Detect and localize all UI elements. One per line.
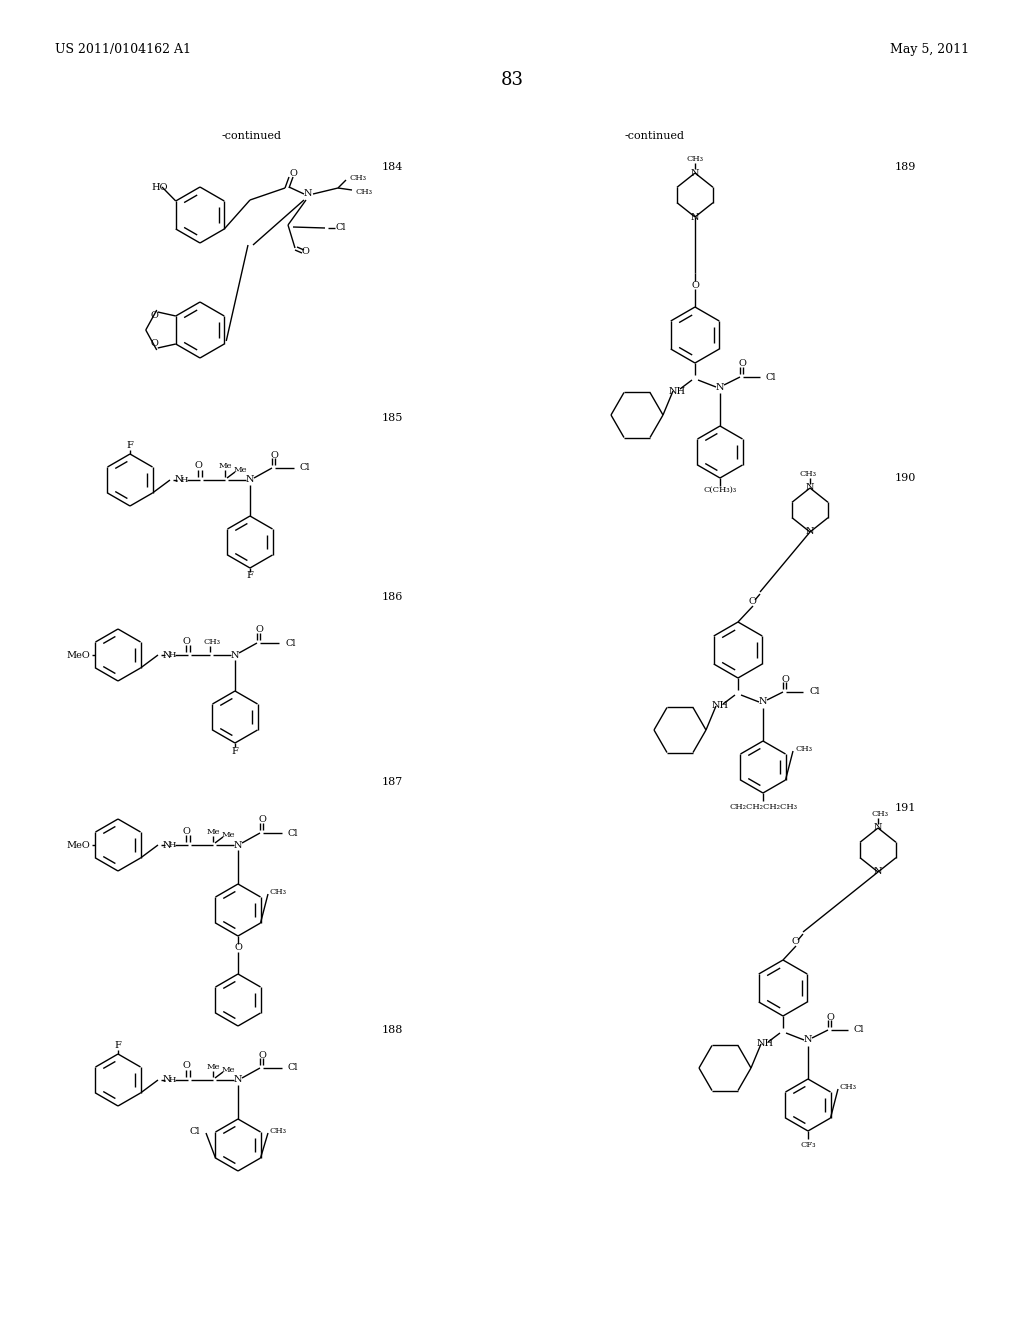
Text: May 5, 2011: May 5, 2011: [890, 44, 969, 57]
Text: N: N: [759, 697, 767, 706]
Text: O: O: [270, 450, 278, 459]
Text: N: N: [873, 824, 883, 833]
Text: 188: 188: [382, 1026, 403, 1035]
Text: -continued: -continued: [222, 131, 282, 141]
Text: 190: 190: [895, 473, 916, 483]
Text: O: O: [792, 937, 799, 946]
Text: O: O: [234, 944, 242, 953]
Text: N: N: [806, 483, 814, 492]
Text: Me: Me: [233, 466, 247, 474]
Text: Cl: Cl: [766, 372, 776, 381]
Text: N: N: [233, 841, 243, 850]
Text: O: O: [151, 312, 159, 321]
Text: Cl: Cl: [335, 223, 345, 232]
Text: N: N: [163, 841, 171, 850]
Text: N: N: [163, 1076, 171, 1085]
Text: 187: 187: [382, 777, 403, 787]
Text: N: N: [246, 475, 254, 484]
Text: H: H: [168, 841, 176, 849]
Text: N: N: [691, 213, 699, 222]
Text: Cl: Cl: [288, 829, 299, 837]
Text: N: N: [175, 475, 183, 484]
Text: Me: Me: [206, 1063, 220, 1071]
Text: CH₃: CH₃: [270, 888, 287, 896]
Text: O: O: [258, 816, 266, 825]
Text: O: O: [195, 462, 202, 470]
Text: Cl: Cl: [809, 688, 819, 697]
Text: MeO: MeO: [67, 651, 90, 660]
Text: N: N: [716, 383, 724, 392]
Text: O: O: [182, 636, 189, 645]
Text: O: O: [258, 1051, 266, 1060]
Text: CH₃: CH₃: [270, 1127, 287, 1135]
Text: NH: NH: [669, 387, 685, 396]
Text: O: O: [826, 1012, 834, 1022]
Text: CH₃: CH₃: [204, 638, 220, 645]
Text: N: N: [691, 169, 699, 177]
Text: O: O: [749, 598, 756, 606]
Text: 185: 185: [382, 413, 403, 422]
Text: 189: 189: [895, 162, 916, 172]
Text: O: O: [781, 675, 788, 684]
Text: F: F: [247, 572, 253, 581]
Text: CH₃: CH₃: [871, 810, 889, 818]
Text: Me: Me: [221, 1067, 234, 1074]
Text: N: N: [163, 651, 171, 660]
Text: 83: 83: [501, 71, 523, 88]
Text: CH₃: CH₃: [686, 154, 703, 162]
Text: 191: 191: [895, 803, 916, 813]
Text: Me: Me: [221, 832, 234, 840]
Text: O: O: [691, 281, 699, 289]
Text: CF₃: CF₃: [800, 1140, 816, 1148]
Text: CH₃: CH₃: [800, 470, 816, 478]
Text: NH: NH: [712, 701, 728, 710]
Text: HO: HO: [152, 182, 168, 191]
Text: N: N: [873, 867, 883, 876]
Text: O: O: [182, 826, 189, 836]
Text: N: N: [230, 651, 240, 660]
Text: 186: 186: [382, 591, 403, 602]
Text: O: O: [289, 169, 297, 178]
Text: O: O: [738, 359, 745, 368]
Text: H: H: [168, 1076, 176, 1084]
Text: Cl: Cl: [854, 1026, 864, 1035]
Text: O: O: [182, 1061, 189, 1071]
Text: H: H: [168, 651, 176, 659]
Text: CH₂CH₂CH₂CH₃: CH₂CH₂CH₂CH₃: [729, 803, 797, 810]
Text: Cl: Cl: [285, 639, 296, 648]
Text: Me: Me: [206, 828, 220, 836]
Text: F: F: [127, 441, 133, 450]
Text: 184: 184: [382, 162, 403, 172]
Text: O: O: [151, 339, 159, 348]
Text: O: O: [255, 626, 263, 635]
Text: MeO: MeO: [67, 841, 90, 850]
Text: C(CH₃)₃: C(CH₃)₃: [703, 486, 736, 494]
Text: H: H: [180, 477, 187, 484]
Text: N: N: [233, 1076, 243, 1085]
Text: Cl: Cl: [300, 463, 310, 473]
Text: N: N: [806, 528, 814, 536]
Text: O: O: [301, 248, 309, 256]
Text: F: F: [115, 1041, 122, 1051]
Text: US 2011/0104162 A1: US 2011/0104162 A1: [55, 44, 191, 57]
Text: CH₃: CH₃: [795, 744, 812, 752]
Text: Cl: Cl: [189, 1126, 200, 1135]
Text: CH₃: CH₃: [350, 174, 367, 182]
Text: Me: Me: [218, 462, 231, 470]
Text: F: F: [231, 747, 239, 755]
Text: CH₃: CH₃: [356, 187, 373, 195]
Text: -continued: -continued: [625, 131, 685, 141]
Text: CH₃: CH₃: [840, 1082, 857, 1092]
Text: N: N: [304, 190, 312, 198]
Text: NH: NH: [757, 1040, 773, 1048]
Text: Cl: Cl: [288, 1064, 299, 1072]
Text: N: N: [804, 1035, 812, 1044]
